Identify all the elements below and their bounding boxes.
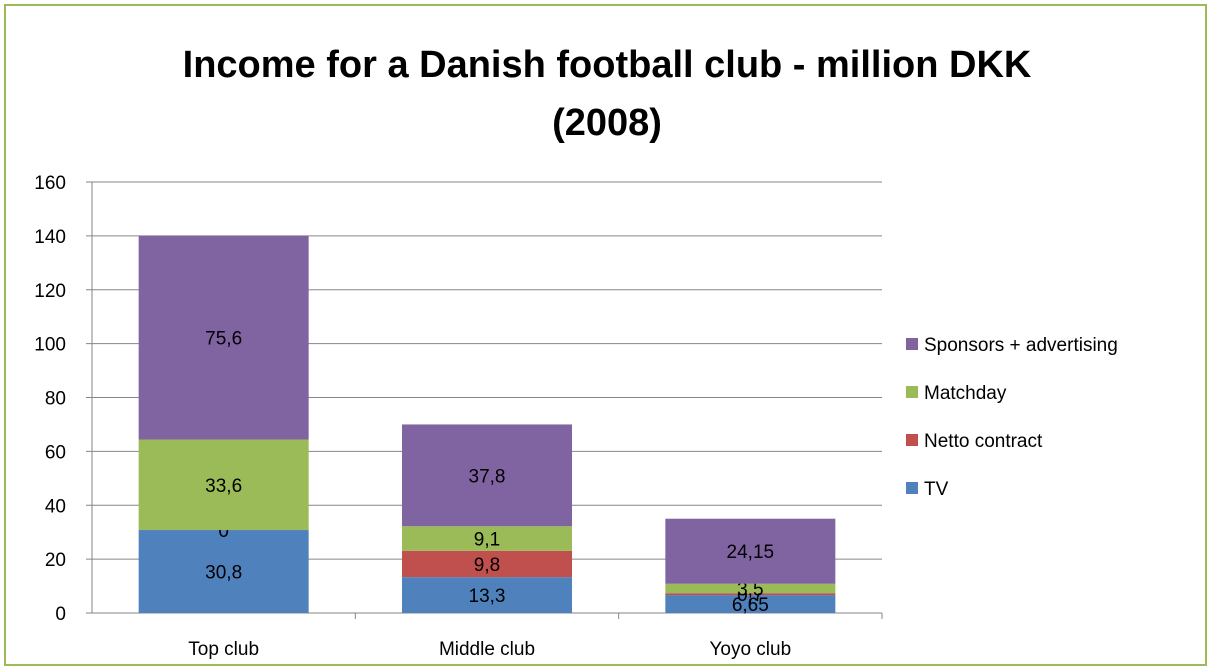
bar-segment-matchday [138, 439, 309, 531]
legend-swatch-netto-contract [906, 434, 918, 446]
bar-segment-matchday [665, 583, 836, 594]
chart-title-line-1: Income for a Danish football club - mill… [182, 44, 1032, 86]
bar-segment-sponsors-advertising [138, 235, 309, 440]
data-label: 24,15 [727, 542, 775, 563]
legend-label: Netto contract [924, 431, 1043, 452]
y-tick-label: 40 [45, 496, 66, 517]
legend-swatch-tv [906, 482, 918, 494]
y-tick-label: 140 [34, 227, 66, 248]
legend-swatch-sponsors-advertising [906, 338, 918, 350]
data-label: 0 [218, 521, 229, 542]
data-label: 37,8 [469, 466, 506, 487]
bar-segment-tv [402, 577, 572, 613]
y-tick-label: 100 [34, 335, 66, 356]
x-tick-label: Middle club [439, 639, 535, 660]
y-tick-label: 120 [34, 281, 66, 302]
data-label: 13,3 [469, 586, 506, 607]
data-label: 30,8 [205, 563, 242, 584]
y-tick-label: 80 [45, 389, 66, 410]
bar-segment-sponsors-advertising [402, 424, 572, 527]
y-tick-label: 160 [34, 173, 66, 194]
bar-segment-sponsors-advertising [665, 518, 836, 584]
x-tick-label: Yoyo club [709, 639, 791, 660]
data-label: 33,6 [205, 476, 242, 497]
legend-label: Sponsors + advertising [924, 335, 1118, 356]
legend-swatch-matchday [906, 386, 918, 398]
bar-segment-netto-contract [665, 593, 836, 596]
legend-label: TV [924, 479, 949, 500]
x-tick-label: Top club [188, 639, 259, 660]
legend-label: Matchday [924, 383, 1007, 404]
data-label: 3,5 [737, 579, 763, 600]
data-label: 75,6 [205, 329, 242, 350]
bar-segment-matchday [402, 526, 572, 551]
y-tick-label: 20 [45, 550, 66, 571]
y-tick-label: 60 [45, 442, 66, 463]
chart-title-line-2: (2008) [552, 102, 662, 144]
data-label: 9,8 [474, 555, 500, 576]
bar-segment-tv [665, 595, 836, 613]
bar-segment-tv [138, 530, 309, 613]
bar-segment-netto-contract [402, 550, 572, 578]
data-label: 6,65 [732, 595, 769, 616]
y-tick-label: 0 [55, 604, 66, 625]
data-label: 9,1 [474, 530, 500, 551]
